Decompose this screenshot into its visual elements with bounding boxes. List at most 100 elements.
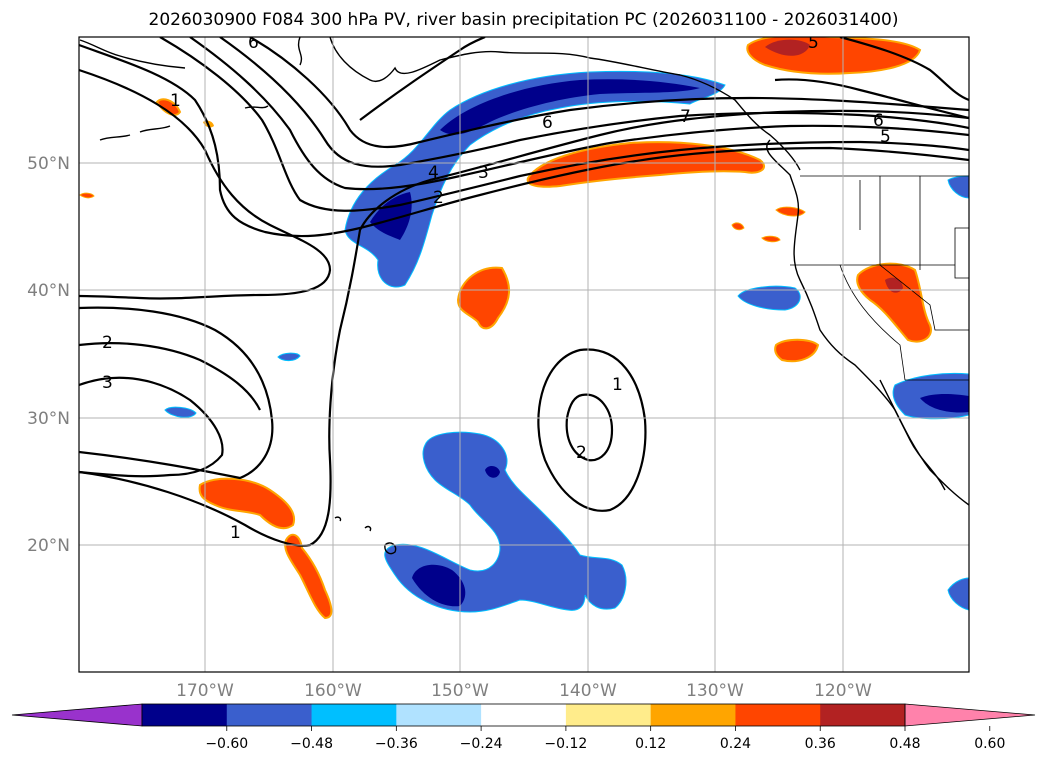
- longitude-labels: 170°W 160°W 150°W 140°W 130°W 120°W: [176, 681, 872, 701]
- contour-labels: 6 4 3 2 1 2 3 6 5 5 6 1 2 1 7: [102, 33, 891, 543]
- baja-coast: [879, 379, 946, 491]
- colorbar-extend-low: [11, 703, 143, 727]
- map-frame: [78, 36, 970, 673]
- lon-label: 130°W: [686, 681, 744, 701]
- latitude-labels: 50°N 40°N 30°N 20°N: [27, 154, 70, 556]
- political-borders: [790, 175, 969, 381]
- contour-label: 5: [880, 127, 891, 147]
- colorbar-segment: [142, 704, 228, 726]
- contour-label: 5: [808, 33, 819, 53]
- contour-label: 6: [873, 111, 884, 131]
- lat-label: 50°N: [27, 154, 70, 174]
- contour-label: 1: [170, 91, 181, 111]
- alaska-coast: [297, 37, 801, 171]
- colorbar-tick-label: −0.36: [375, 736, 418, 752]
- colorbar-segment: [650, 704, 736, 726]
- blue-spot-west: [164, 406, 197, 418]
- map-area: 6 4 3 2 1 2 3 6 5 5 6 1 2 1 7: [79, 33, 969, 672]
- dark-blue-subtropical-core: [412, 564, 466, 607]
- red-core-alaska: [765, 39, 810, 56]
- contour-2-inner-west: [79, 342, 261, 411]
- lon-label: 150°W: [431, 681, 489, 701]
- blue-spot-california: [737, 285, 801, 311]
- contour-label: 6: [248, 33, 259, 53]
- orange-spot-great-basin: [856, 262, 932, 343]
- contour-3: [159, 37, 969, 212]
- contour-2-north: [79, 43, 969, 238]
- gridlines: [79, 37, 969, 672]
- colorbar-segment: [396, 704, 482, 726]
- dark-blue-core-1: [440, 79, 700, 135]
- hawaii-islands: [334, 516, 397, 555]
- dark-blue-baja: [920, 394, 969, 413]
- alaska-peninsula: [79, 39, 186, 69]
- orange-spot-socal: [774, 338, 820, 363]
- lon-label: 170°W: [176, 681, 234, 701]
- pv-contours: [79, 37, 969, 547]
- colorbar-tick-label: 0.48: [889, 736, 920, 752]
- lat-label: 40°N: [27, 281, 70, 301]
- contour-1-main: [79, 109, 969, 547]
- contour-label: 2: [102, 333, 113, 353]
- aleutian-islands: [99, 105, 269, 141]
- contour-label: 1: [612, 375, 623, 395]
- orange-spot-small-4: [731, 222, 745, 231]
- colorbar-tick-label: 0.60: [974, 736, 1005, 752]
- orange-spot-hawaii-north: [198, 477, 296, 530]
- contour-label: 6: [542, 113, 553, 133]
- contour-4: [189, 37, 969, 191]
- colorbar-segment: [820, 704, 906, 726]
- lat-label: 30°N: [27, 409, 70, 429]
- negative-anomaly-shading: [164, 70, 969, 613]
- contour-6: [249, 37, 969, 149]
- colorbar: −0.60 −0.48 −0.36 −0.24 −0.12 0.12 0.24 0.36 0.4…: [11, 703, 1036, 752]
- colorbar-tick-label: −0.12: [544, 736, 587, 752]
- contour-3-west: [79, 376, 224, 478]
- colorbar-tick-label: −0.48: [290, 736, 333, 752]
- contour-2-western: [79, 306, 274, 480]
- contour-low-1: [537, 348, 647, 512]
- lon-label: 120°W: [814, 681, 872, 701]
- contour-label: 2: [576, 443, 587, 463]
- orange-spot-aleutian: [155, 98, 182, 116]
- orange-spot-small-2: [79, 192, 95, 199]
- colorbar-segment: [735, 704, 821, 726]
- dark-blue-dot: [485, 466, 500, 478]
- lon-label: 160°W: [304, 681, 362, 701]
- blue-spot-southeast: [947, 577, 969, 611]
- blue-band-north-pacific: [344, 70, 726, 288]
- contour-east-5: [839, 37, 969, 102]
- contour-west-closed: [79, 68, 332, 300]
- contour-label: 3: [102, 373, 113, 393]
- coastlines: [79, 37, 969, 555]
- blue-spot-canada: [947, 175, 969, 199]
- colorbar-tick-label: −0.24: [460, 736, 503, 752]
- orange-spot-midpacific: [456, 266, 510, 330]
- colorbar-tick-label: −0.60: [205, 736, 248, 752]
- contour-label: 7: [680, 107, 691, 127]
- colorbar-segment: [565, 704, 652, 726]
- colorbar-tick-label: 0.36: [805, 736, 836, 752]
- positive-anomaly-shading: [79, 37, 932, 620]
- colorbar-segment: [226, 704, 313, 726]
- contour-label: 1: [230, 523, 241, 543]
- contour-label: 2: [433, 188, 444, 208]
- colorbar-tick-label: 0.24: [720, 736, 751, 752]
- contour-label: 3: [478, 163, 489, 183]
- colorbar-segment: [311, 704, 397, 726]
- contour-1-ne: [359, 37, 486, 121]
- colorbar-extend-high: [904, 703, 1036, 727]
- blue-spot-small: [277, 352, 301, 362]
- contour-5: [219, 37, 969, 168]
- colorbar-frame: [141, 703, 906, 727]
- contour-label: 4: [428, 163, 439, 183]
- map-title: 2026030900 F084 300 hPa PV, river basin …: [148, 10, 899, 30]
- lat-label: 20°N: [27, 536, 70, 556]
- lon-label: 140°W: [559, 681, 617, 701]
- contour-east-6: [774, 78, 969, 120]
- red-core-great-basin: [885, 277, 903, 293]
- colorbar-segment: [481, 704, 567, 726]
- orange-spot-small-5: [761, 235, 781, 243]
- colorbar-tick-label: 0.12: [635, 736, 666, 752]
